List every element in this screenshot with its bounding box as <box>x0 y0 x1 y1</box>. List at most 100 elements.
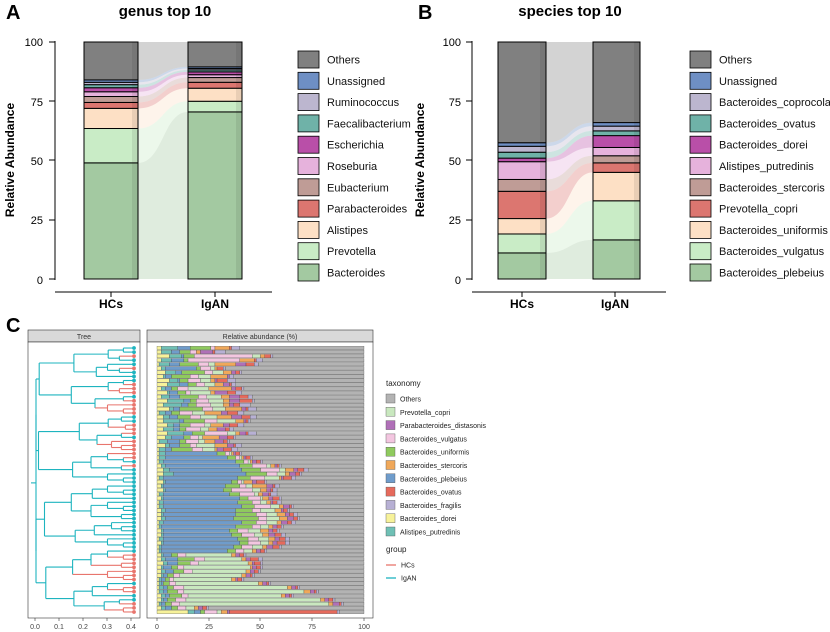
hbar-segment <box>225 484 240 488</box>
bar-tick: 25 <box>205 624 213 631</box>
hbar-segment <box>272 496 280 501</box>
hbar-segment <box>227 455 236 460</box>
genus-legend-swatch <box>297 263 320 282</box>
hbar-segment <box>235 553 240 557</box>
genus-legend-swatch <box>297 157 320 175</box>
taxonomy-legend-label: Bacteroides_fragilis <box>400 503 462 510</box>
hbar-segment <box>243 455 247 460</box>
hbar-segment <box>158 549 162 553</box>
hbar-segment <box>231 480 238 484</box>
genus-bar-hcs-escherichia <box>83 87 139 93</box>
hbar-segment <box>279 504 284 509</box>
hbar-segment <box>241 520 257 525</box>
genus-legend-label: Prevotella <box>327 246 377 258</box>
hbar-segment <box>285 537 290 541</box>
tree-tip <box>132 585 136 590</box>
hbar-segment <box>156 537 160 541</box>
hbar-segment <box>163 415 170 419</box>
chart-a-ytick: 0 <box>37 275 43 287</box>
hbar-segment <box>161 545 234 549</box>
hbar-segment <box>192 431 205 436</box>
hbar-segment <box>156 386 162 391</box>
hbar-segment <box>208 398 224 403</box>
hbar-segment <box>303 589 311 594</box>
taxonomy-legend-swatch <box>385 407 396 417</box>
hbar-segment <box>161 557 166 562</box>
hbar-segment <box>183 431 193 436</box>
tree-tip <box>132 402 136 407</box>
genus-legend-label: Unassigned <box>327 76 385 88</box>
hbar-segment <box>235 386 242 391</box>
hbar-segment <box>194 557 205 562</box>
tree-tip <box>132 354 136 359</box>
tree-tip <box>132 443 136 448</box>
hbar-segment-others <box>307 467 365 472</box>
hbar-segment <box>281 520 288 525</box>
taxonomy-legend-label: Bacteroides_vulgatus <box>400 436 467 443</box>
genus-flow-escherichia <box>138 71 188 92</box>
species-bar-shade <box>540 179 546 191</box>
species-bar-shade <box>634 240 640 279</box>
hbar-segment <box>179 439 187 444</box>
hbar-segment <box>163 585 168 590</box>
hbar-segment <box>189 415 201 419</box>
group-legend-label: IgAN <box>401 576 417 583</box>
genus-legend-label: Escherichia <box>327 140 385 152</box>
hbar-segment <box>158 601 162 606</box>
hbar-segment <box>214 443 228 448</box>
hbar-segment <box>237 423 245 428</box>
hbar-segment <box>245 431 249 436</box>
hbar-segment <box>204 439 216 444</box>
hbar-segment <box>324 597 329 602</box>
chart-b-xcat-igan: IgAN <box>601 297 629 311</box>
hbar-segment <box>258 569 261 574</box>
hbar-segment <box>161 524 236 529</box>
hbar-segment <box>270 354 274 359</box>
hbar-segment <box>336 610 340 614</box>
hbar-segment-others <box>266 480 365 484</box>
hbar-segment <box>250 565 253 570</box>
hbar-segment <box>252 500 261 505</box>
hbar-segment <box>156 545 160 549</box>
tree-tip <box>132 411 136 415</box>
species-bar-shade <box>634 42 640 123</box>
hbar-segment <box>173 573 180 578</box>
species-legend-swatch <box>689 220 712 239</box>
hbar-segment <box>156 455 160 460</box>
hbar-segment <box>156 407 170 411</box>
hbar-segment <box>171 411 180 415</box>
hbar-segment <box>161 581 164 586</box>
hbar-segment <box>192 447 203 452</box>
hbar-segment <box>156 484 162 488</box>
hbar-segment <box>200 378 211 383</box>
hbar-segment <box>200 415 218 419</box>
hbar-segment <box>212 350 216 354</box>
hbar-segment <box>262 532 269 537</box>
chart-b-ytick: 100 <box>443 37 461 49</box>
hbar-segment-others <box>289 537 365 541</box>
hbar-segment <box>262 496 269 501</box>
hbar-segment <box>202 447 216 452</box>
hbar-segment <box>235 362 247 367</box>
hbar-segment-others <box>299 585 365 590</box>
chart-a-ytick: 75 <box>31 97 43 109</box>
hbar-segment <box>198 435 203 440</box>
hbar-segment <box>252 508 261 513</box>
taxonomy-legend-swatch <box>385 486 396 497</box>
hbar-segment <box>175 370 182 375</box>
hbar-segment <box>274 532 282 537</box>
hbar-segment <box>183 435 191 440</box>
hbar-segment <box>163 488 166 493</box>
hbar-segment <box>279 476 282 480</box>
hbar-segment <box>177 386 189 391</box>
taxonomy-legend-swatch <box>385 500 396 510</box>
hbar-segment <box>291 504 294 509</box>
tree-tip <box>132 573 136 578</box>
hbar-segment <box>161 394 170 399</box>
bar-tick: 0 <box>155 624 159 631</box>
hbar-segment <box>187 386 209 391</box>
hbar-segment <box>158 455 166 460</box>
species-bar-igan-unassigned <box>592 122 641 127</box>
hbar-segment <box>250 415 257 419</box>
hbar-segment <box>243 480 253 484</box>
